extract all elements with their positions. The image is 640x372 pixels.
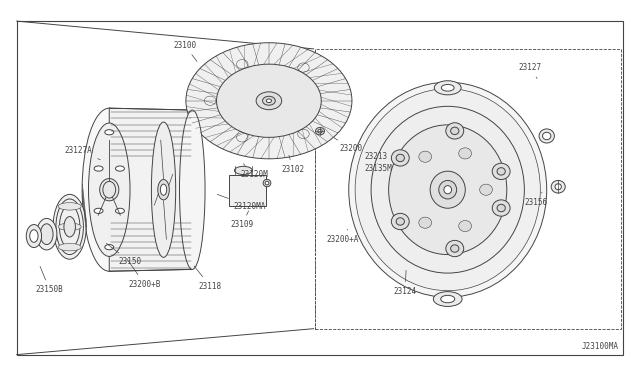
Ellipse shape xyxy=(444,186,452,194)
Ellipse shape xyxy=(459,148,472,159)
Ellipse shape xyxy=(433,292,462,307)
Ellipse shape xyxy=(234,166,252,174)
Text: 23200: 23200 xyxy=(334,138,362,153)
Ellipse shape xyxy=(439,180,457,199)
Ellipse shape xyxy=(497,204,506,212)
Ellipse shape xyxy=(371,106,524,273)
Ellipse shape xyxy=(82,108,136,271)
Text: 23127A: 23127A xyxy=(65,146,100,160)
Ellipse shape xyxy=(262,96,275,105)
Ellipse shape xyxy=(152,122,175,257)
Ellipse shape xyxy=(256,92,282,110)
Text: 23102: 23102 xyxy=(282,155,305,174)
Circle shape xyxy=(105,244,114,250)
Ellipse shape xyxy=(263,179,271,187)
Circle shape xyxy=(94,208,103,214)
Text: 23120M: 23120M xyxy=(240,164,268,179)
Text: 23100: 23100 xyxy=(173,41,197,61)
Ellipse shape xyxy=(316,128,324,135)
Text: 23200+B: 23200+B xyxy=(127,259,161,289)
Text: 23124: 23124 xyxy=(394,270,417,296)
Ellipse shape xyxy=(58,223,81,231)
Ellipse shape xyxy=(58,203,81,210)
Text: 23213: 23213 xyxy=(365,152,388,164)
Ellipse shape xyxy=(216,64,321,137)
Text: 23156: 23156 xyxy=(524,192,547,207)
Circle shape xyxy=(105,130,114,135)
Bar xyxy=(315,49,621,329)
Ellipse shape xyxy=(459,221,472,232)
Ellipse shape xyxy=(318,129,322,133)
Ellipse shape xyxy=(103,182,116,198)
Circle shape xyxy=(94,166,103,171)
Ellipse shape xyxy=(539,129,554,143)
Ellipse shape xyxy=(179,110,205,269)
Text: 23150: 23150 xyxy=(106,243,142,266)
Polygon shape xyxy=(229,175,266,206)
Ellipse shape xyxy=(479,184,492,195)
Ellipse shape xyxy=(26,225,42,247)
Ellipse shape xyxy=(53,194,86,259)
Ellipse shape xyxy=(446,240,464,257)
Ellipse shape xyxy=(186,43,352,159)
Ellipse shape xyxy=(391,150,409,166)
Ellipse shape xyxy=(492,163,510,180)
Ellipse shape xyxy=(355,89,540,291)
Text: 23135M: 23135M xyxy=(365,164,392,173)
Circle shape xyxy=(115,166,124,171)
Ellipse shape xyxy=(388,125,507,254)
Ellipse shape xyxy=(40,224,53,244)
Ellipse shape xyxy=(266,99,271,103)
Ellipse shape xyxy=(349,82,547,297)
Ellipse shape xyxy=(419,217,431,228)
Ellipse shape xyxy=(64,217,76,237)
Ellipse shape xyxy=(446,123,464,139)
Ellipse shape xyxy=(100,179,119,201)
Ellipse shape xyxy=(451,127,459,135)
Ellipse shape xyxy=(543,132,551,140)
Text: J23100MA: J23100MA xyxy=(582,342,619,351)
Ellipse shape xyxy=(435,81,461,95)
Text: 23200+A: 23200+A xyxy=(326,229,359,244)
Ellipse shape xyxy=(497,168,506,175)
Polygon shape xyxy=(109,108,192,271)
Ellipse shape xyxy=(551,180,565,193)
Ellipse shape xyxy=(88,123,130,256)
Ellipse shape xyxy=(104,184,115,196)
Ellipse shape xyxy=(161,184,167,195)
Ellipse shape xyxy=(555,184,561,190)
Ellipse shape xyxy=(441,295,455,303)
Ellipse shape xyxy=(396,154,404,162)
Ellipse shape xyxy=(391,213,409,230)
Ellipse shape xyxy=(56,199,83,254)
Ellipse shape xyxy=(492,200,510,216)
Ellipse shape xyxy=(419,151,431,162)
Ellipse shape xyxy=(451,245,459,252)
Text: 23118: 23118 xyxy=(194,266,222,291)
Text: 23150B: 23150B xyxy=(36,266,63,294)
Text: 23120MA: 23120MA xyxy=(217,194,266,211)
Text: 23127: 23127 xyxy=(518,63,541,78)
Ellipse shape xyxy=(58,243,81,251)
Text: 23109: 23109 xyxy=(230,211,253,230)
Ellipse shape xyxy=(29,230,38,242)
Ellipse shape xyxy=(442,84,454,91)
Ellipse shape xyxy=(430,171,465,208)
Ellipse shape xyxy=(396,218,404,225)
Circle shape xyxy=(115,208,124,214)
Ellipse shape xyxy=(36,218,57,250)
Ellipse shape xyxy=(60,205,80,248)
Ellipse shape xyxy=(158,180,170,200)
Ellipse shape xyxy=(265,181,269,185)
